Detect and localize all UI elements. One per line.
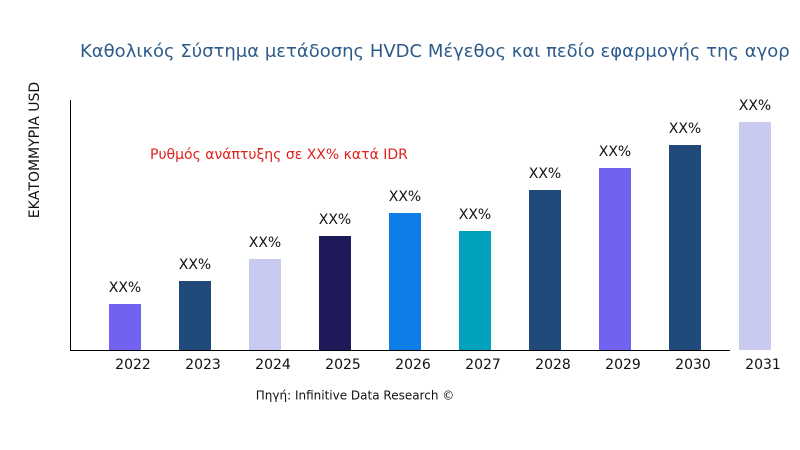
- x-tick-label: 2028: [535, 357, 571, 373]
- value-label: XX%: [669, 121, 701, 137]
- x-tick-label: 2023: [185, 357, 221, 373]
- bar: [739, 122, 771, 350]
- bar: [109, 304, 141, 350]
- value-label: XX%: [529, 166, 561, 182]
- bar: [319, 236, 351, 350]
- bar: [529, 190, 561, 350]
- value-label: XX%: [319, 212, 351, 228]
- x-tick-label: 2029: [605, 357, 641, 373]
- value-label: XX%: [109, 280, 141, 296]
- value-label: XX%: [739, 98, 771, 114]
- bar: [179, 281, 211, 350]
- x-tick-label: 2027: [465, 357, 501, 373]
- bar: [459, 231, 491, 350]
- bar: [389, 213, 421, 350]
- annotation: Ρυθμός ανάπτυξης σε XX% κατά IDR: [150, 147, 408, 163]
- chart-title: Καθολικός Σύστημα μετάδοσης HVDC Μέγεθος…: [80, 41, 790, 62]
- x-tick-label: 2030: [675, 357, 711, 373]
- value-label: XX%: [599, 144, 631, 160]
- value-label: XX%: [249, 235, 281, 251]
- x-tick-label: 2026: [395, 357, 431, 373]
- value-label: XX%: [459, 207, 491, 223]
- bar: [249, 259, 281, 350]
- x-tick-label: 2031: [745, 357, 781, 373]
- x-tick-label: 2025: [325, 357, 361, 373]
- value-label: XX%: [179, 257, 211, 273]
- y-axis-label: ΕΚΑΤΟΜΜΥΡΙΑ USD: [27, 82, 43, 218]
- source: Πηγή: Infinitive Data Research ©: [256, 389, 455, 403]
- x-tick-label: 2022: [115, 357, 151, 373]
- value-label: XX%: [389, 189, 421, 205]
- x-tick-label: 2024: [255, 357, 291, 373]
- bar: [599, 168, 631, 350]
- bar: [669, 145, 701, 350]
